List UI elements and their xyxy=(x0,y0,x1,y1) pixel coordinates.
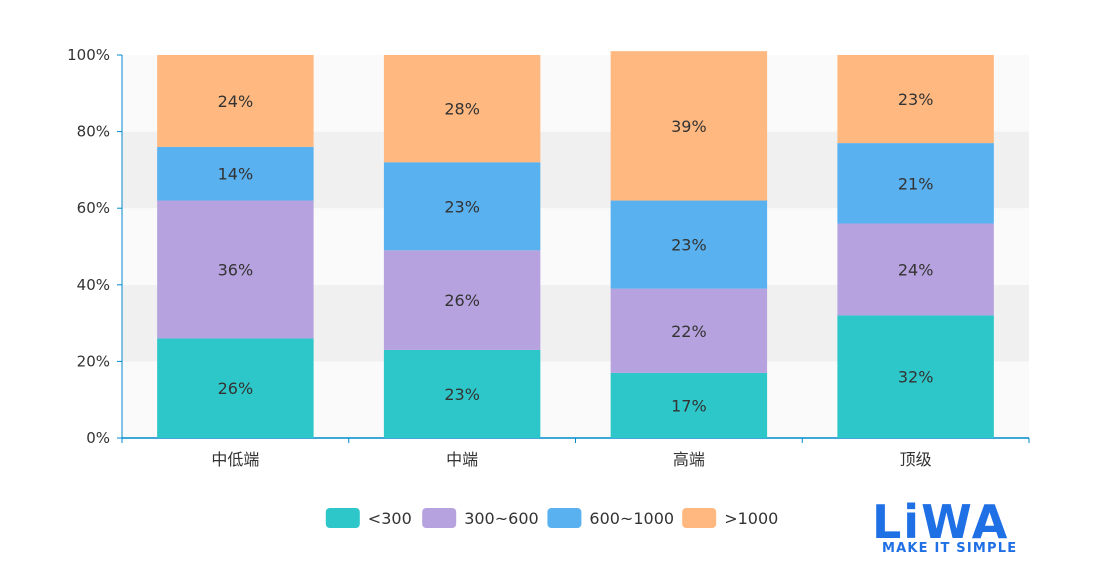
legend-label: 300~600 xyxy=(464,509,538,528)
bar-segment xyxy=(157,200,314,339)
bar-segment xyxy=(837,315,994,438)
bar-data-label: 26% xyxy=(444,291,480,310)
bar-segment xyxy=(837,223,994,316)
bar-segment xyxy=(383,349,541,438)
bar-data-label: 17% xyxy=(671,396,707,415)
bar-segment xyxy=(610,200,768,289)
bar-data-label: 39% xyxy=(671,117,707,136)
svg-text:LiWA: LiWA xyxy=(872,495,1009,549)
bar-segment xyxy=(383,55,541,163)
bar-data-label: 14% xyxy=(218,165,254,184)
bar-segment xyxy=(610,288,768,373)
y-tick-label: 60% xyxy=(77,199,110,217)
legend-label: <300 xyxy=(368,509,412,528)
legend-swatch xyxy=(422,508,457,528)
x-category-label: 高端 xyxy=(673,450,705,469)
x-category-label: 中端 xyxy=(446,450,478,469)
bar-segment xyxy=(157,146,314,201)
legend-swatch xyxy=(547,508,582,528)
bar-data-label: 22% xyxy=(671,322,707,341)
bar-segment xyxy=(610,372,768,438)
bar-segment xyxy=(157,338,314,438)
bar-data-label: 23% xyxy=(671,236,707,255)
legend-label: 600~1000 xyxy=(589,509,674,528)
x-category-label: 中低端 xyxy=(211,450,259,469)
y-tick-label: 20% xyxy=(77,352,110,370)
logo-tagline: MAKE IT SIMPLE xyxy=(882,541,1018,556)
legend-label: >1000 xyxy=(724,509,778,528)
bar-data-label: 36% xyxy=(218,260,254,279)
y-tick-label: 100% xyxy=(67,46,110,64)
bar-data-label: 21% xyxy=(898,174,934,193)
bar-segment xyxy=(837,143,994,224)
liwa-logo: LiWA xyxy=(872,495,1009,549)
bar-data-label: 26% xyxy=(218,379,254,398)
bar-data-label: 23% xyxy=(444,385,480,404)
bar-segment xyxy=(383,162,541,251)
y-tick-label: 40% xyxy=(77,276,110,294)
x-category-label: 顶级 xyxy=(900,450,932,469)
legend-swatch xyxy=(682,508,717,528)
legend-swatch xyxy=(325,508,360,528)
y-tick-label: 80% xyxy=(77,123,110,141)
y-tick-label: 0% xyxy=(86,429,110,447)
bar-segment xyxy=(837,55,994,144)
bar-data-label: 32% xyxy=(898,368,934,387)
bar-data-label: 28% xyxy=(444,100,480,119)
bar-data-label: 24% xyxy=(218,92,254,111)
bar-data-label: 23% xyxy=(898,90,934,109)
bar-segment xyxy=(610,51,768,201)
bar-segment xyxy=(157,55,314,147)
bar-segment xyxy=(383,250,541,350)
bar-data-label: 24% xyxy=(898,260,934,279)
bar-data-label: 23% xyxy=(444,197,480,216)
